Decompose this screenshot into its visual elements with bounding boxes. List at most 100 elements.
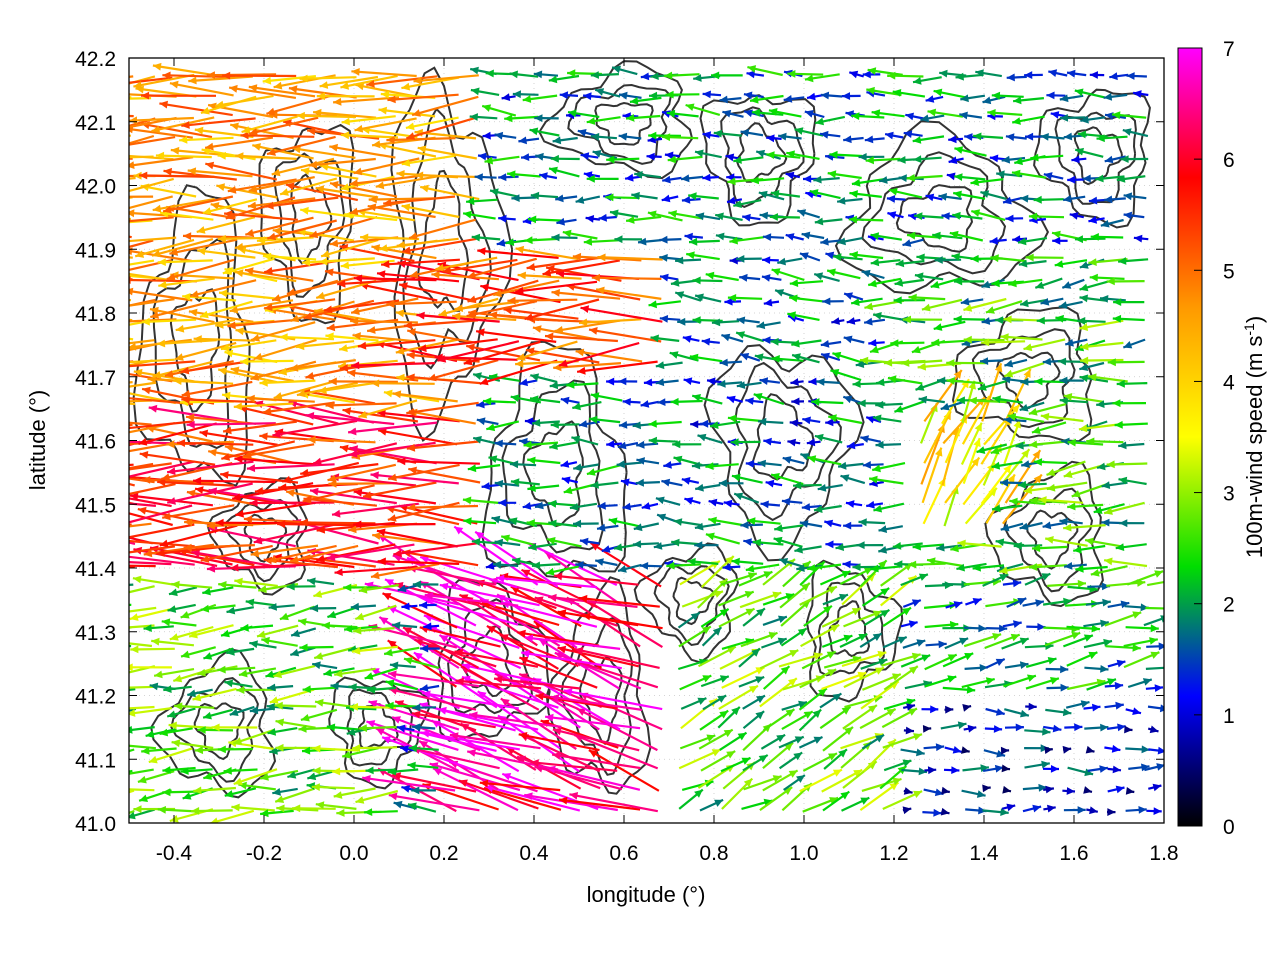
wind-arrow-head	[1079, 323, 1089, 331]
wind-arrow-head	[930, 280, 940, 289]
wind-arrow-head	[763, 437, 772, 446]
wind-arrow	[983, 403, 1021, 446]
wind-arrow-head	[1080, 356, 1089, 365]
wind-arrow	[262, 401, 335, 416]
wind-arrow-head	[480, 283, 489, 292]
wind-arrow-shaft	[381, 736, 478, 773]
wind-arrow	[881, 652, 922, 667]
wind-arrow-head	[991, 461, 1001, 470]
wind-arrow	[349, 703, 397, 711]
wind-arrow	[492, 279, 560, 298]
wind-arrow	[770, 337, 800, 346]
wind-arrow	[391, 716, 481, 752]
wind-arrow-head	[362, 775, 371, 783]
wind-arrow-head	[187, 689, 196, 698]
wind-arrow	[224, 787, 257, 798]
wind-arrow-head	[550, 694, 560, 702]
wind-arrow-head	[235, 327, 245, 336]
wind-arrow	[544, 332, 618, 343]
wind-arrow-shaft	[467, 279, 539, 303]
wind-arrow	[407, 328, 477, 344]
wind-arrow-head	[840, 791, 850, 800]
wind-arrow-head	[218, 581, 227, 589]
wind-arrow	[1095, 174, 1125, 183]
wind-arrow	[300, 708, 338, 722]
wind-arrow	[309, 215, 378, 239]
wind-arrow-shaft	[411, 712, 496, 729]
wind-arrow	[1013, 541, 1043, 550]
wind-arrow-head	[406, 443, 416, 452]
wind-arrow-head	[796, 564, 805, 572]
wind-arrow	[730, 438, 761, 447]
wind-arrow-head	[978, 624, 987, 633]
wind-arrow	[1001, 764, 1011, 773]
wind-arrow-shaft	[166, 482, 253, 504]
wind-arrow-head	[622, 502, 632, 511]
wind-arrow	[1031, 421, 1067, 434]
wind-arrow	[770, 473, 804, 486]
wind-arrow-shaft	[534, 596, 618, 627]
wind-arrow	[386, 300, 457, 308]
wind-arrow	[129, 462, 154, 470]
wind-arrow	[1038, 496, 1084, 504]
wind-arrow	[197, 726, 234, 734]
wind-arrow	[1063, 806, 1086, 814]
wind-arrow-head	[377, 270, 386, 278]
wind-arrow-head	[1037, 623, 1046, 631]
wind-arrow	[984, 633, 1021, 650]
wind-arrow-head	[877, 650, 887, 659]
wind-arrow	[1104, 744, 1121, 753]
wind-arrow-head	[264, 303, 273, 312]
wind-arrow-head	[1002, 375, 1011, 384]
wind-arrow-head	[717, 695, 727, 703]
wind-arrow	[900, 620, 918, 628]
wind-arrow-head	[729, 256, 738, 265]
wind-arrow	[1040, 297, 1064, 306]
wind-arrow	[194, 486, 275, 504]
wind-arrow	[1000, 746, 1010, 755]
wind-arrow	[1042, 597, 1072, 606]
wind-arrow-head	[1059, 376, 1068, 385]
wind-arrow	[1059, 376, 1084, 385]
wind-arrow	[389, 661, 416, 670]
wind-arrow-head	[384, 648, 393, 657]
wind-arrow-shaft	[159, 524, 238, 547]
wind-arrow-head	[573, 463, 582, 472]
wind-arrow-head	[240, 623, 249, 632]
wind-arrow-shaft	[573, 733, 659, 770]
wind-arrow	[247, 197, 316, 210]
wind-arrow-head	[606, 377, 615, 386]
wind-arrow	[705, 532, 740, 545]
wind-arrow	[842, 704, 878, 730]
wind-arrow-head	[156, 339, 166, 348]
wind-arrow	[1079, 294, 1108, 303]
wind-arrow-head	[996, 750, 1006, 758]
wind-arrow-head	[167, 605, 177, 613]
wind-arrow-head	[695, 293, 704, 302]
wind-arrow-head	[1013, 620, 1022, 628]
wind-arrow-head	[300, 206, 309, 215]
wind-arrow	[1116, 175, 1146, 183]
wind-arrow	[825, 540, 843, 549]
wind-arrow-head	[918, 573, 928, 581]
wind-arrow-head	[843, 521, 852, 530]
wind-arrow-shaft	[401, 204, 460, 219]
wind-arrow-head	[315, 698, 324, 707]
wind-arrow	[315, 801, 357, 810]
wind-arrow-head	[714, 799, 724, 807]
wind-arrow-head	[878, 525, 888, 533]
wind-arrow	[479, 359, 558, 386]
wind-arrow-head	[742, 213, 751, 222]
wind-arrow-head	[857, 399, 866, 408]
wind-arrow	[991, 460, 1023, 470]
wind-arrow-head	[657, 513, 667, 522]
wind-arrow-head	[332, 767, 341, 776]
wind-arrow	[762, 615, 788, 626]
wind-arrow	[224, 679, 253, 688]
wind-arrow	[882, 635, 908, 649]
wind-arrow-head	[496, 574, 505, 583]
wind-arrow	[353, 626, 395, 635]
wind-arrow-head	[956, 563, 965, 572]
wind-arrow	[1125, 787, 1135, 795]
wind-arrow	[498, 214, 516, 223]
